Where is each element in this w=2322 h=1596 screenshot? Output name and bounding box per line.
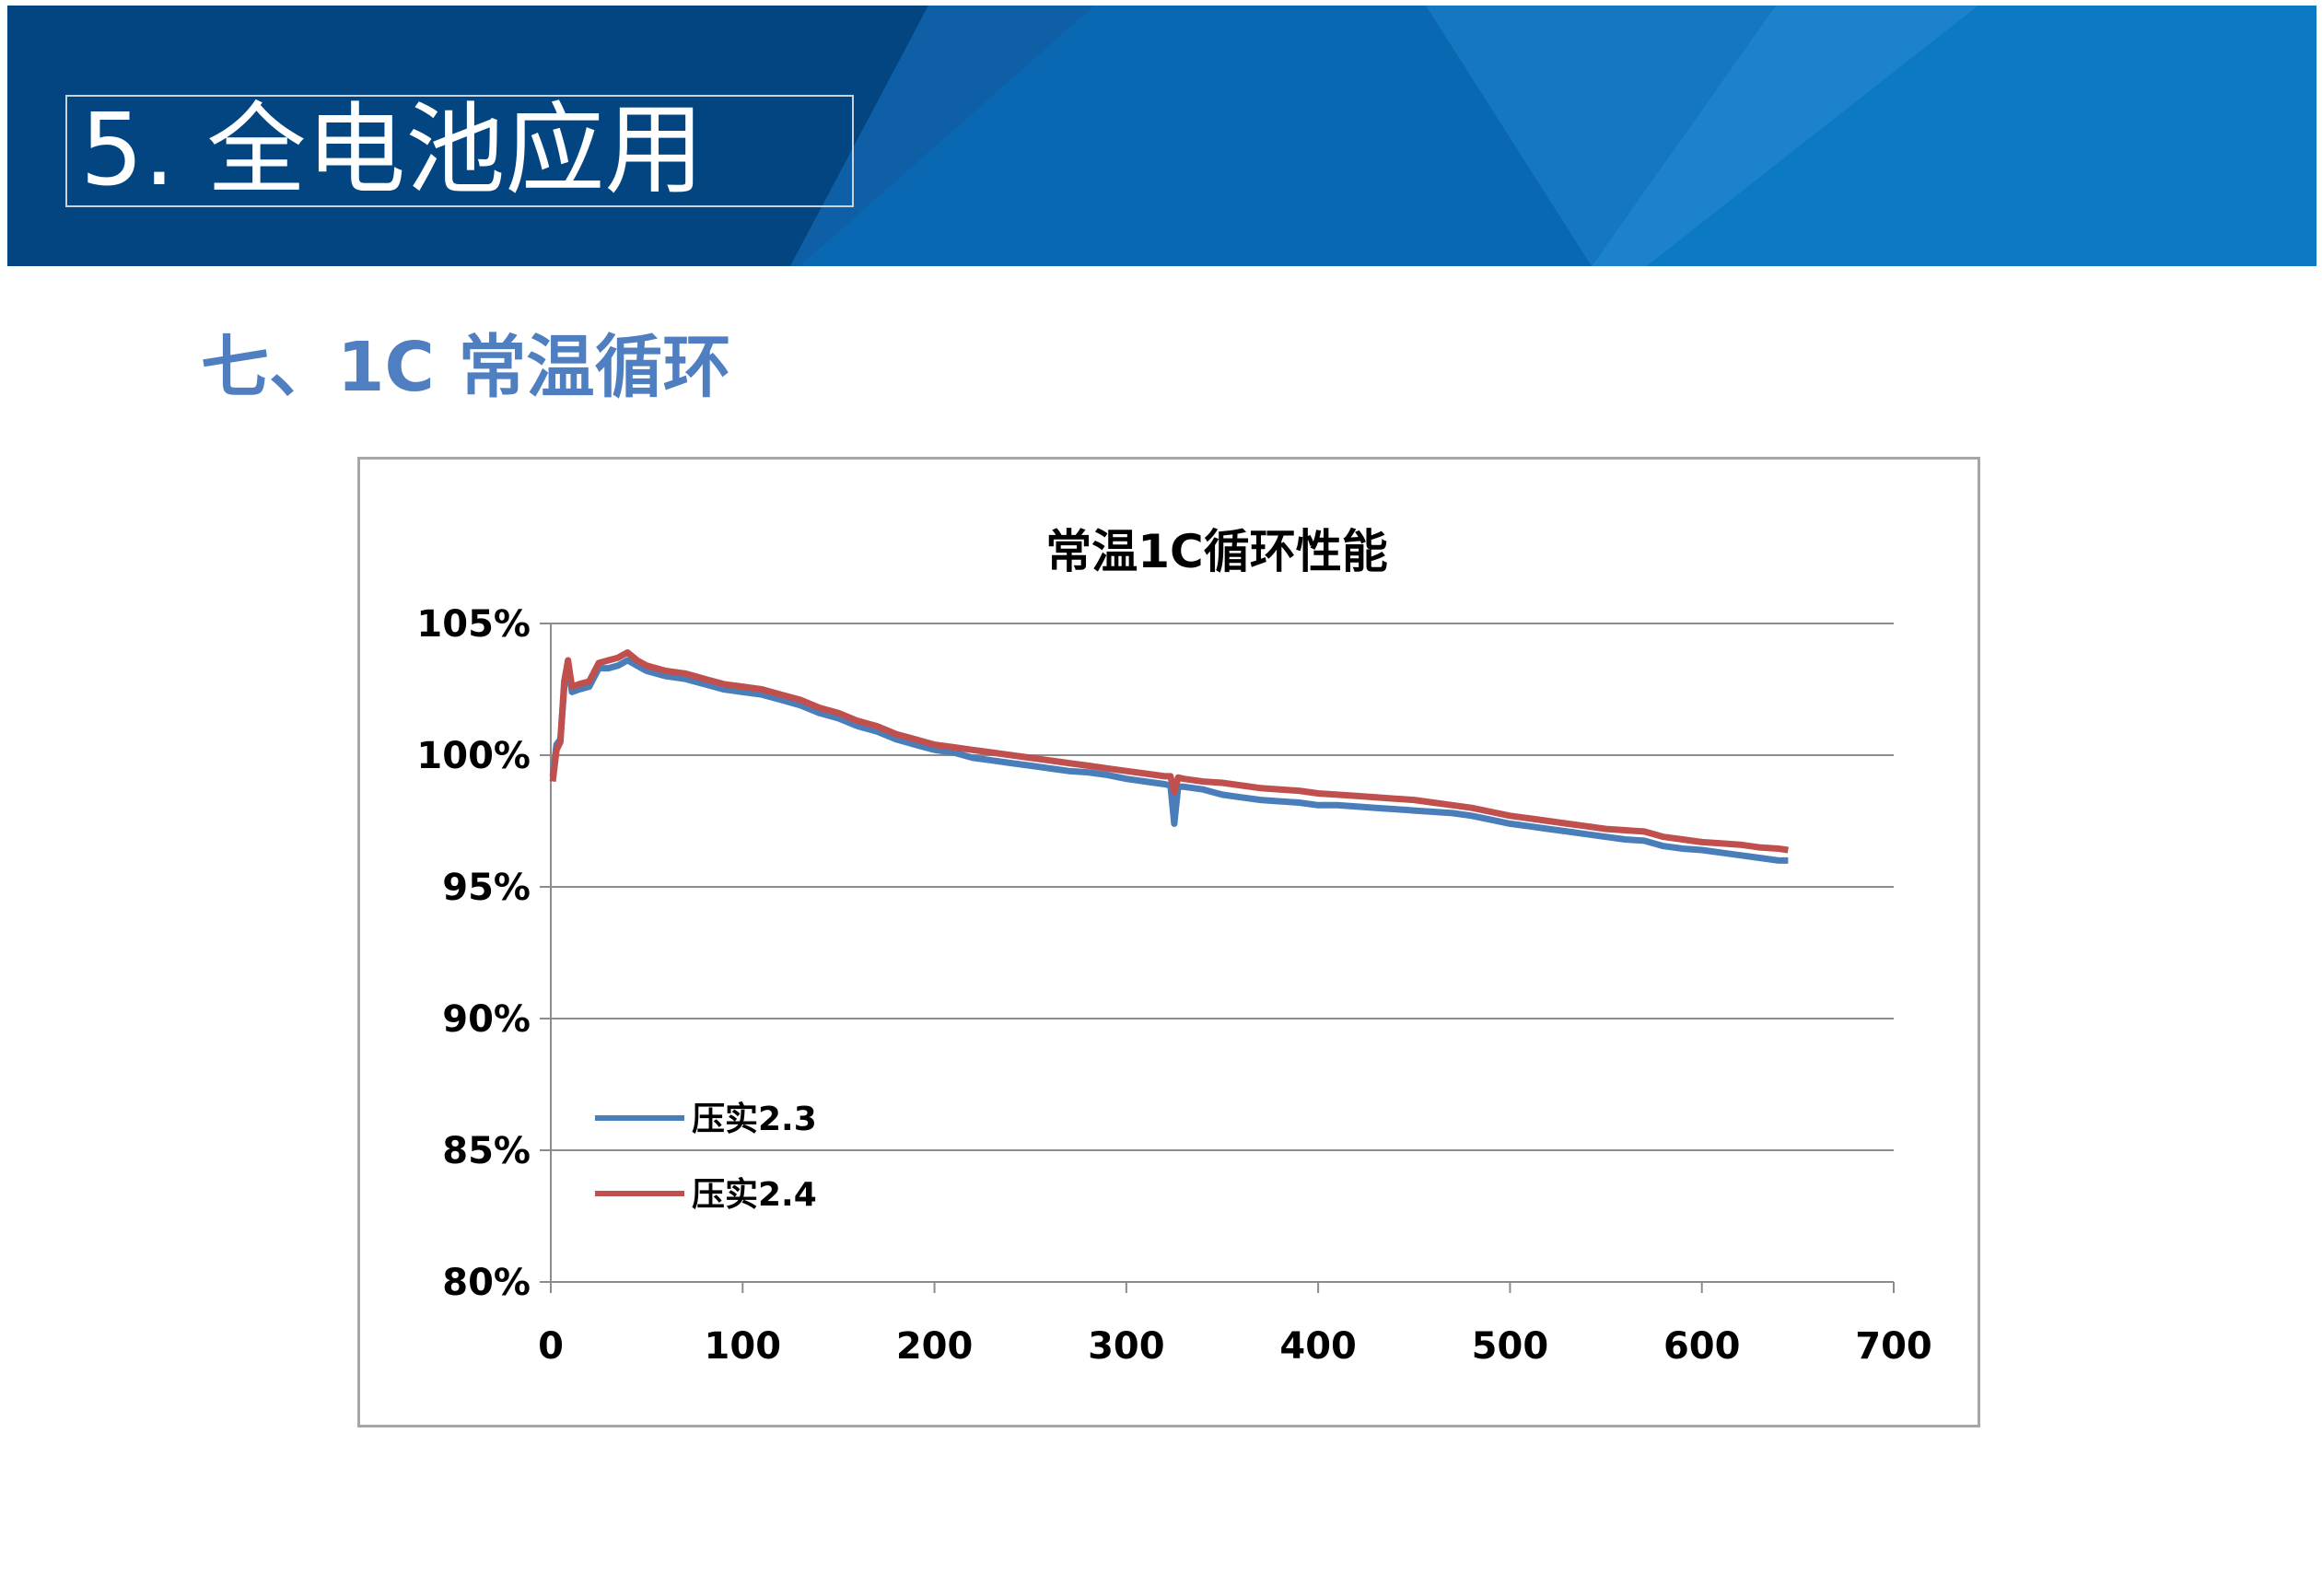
series-line-2 [549, 649, 1789, 854]
y-tick-label: 100% [416, 735, 531, 777]
x-tick-label: 600 [1663, 1325, 1741, 1368]
y-tick-label: 105% [416, 603, 531, 646]
series-line-1 [549, 657, 1789, 864]
cycle-performance-chart: 常温1C循环性能 80% 85% 90% 95% 100% 105% 0 100 200 300… [416, 525, 1932, 1368]
chart-title: 常温1C循环性能 [1045, 525, 1387, 578]
x-tick-label: 500 [1472, 1325, 1549, 1368]
legend-label-1: 压实2.3 [692, 1101, 817, 1138]
banner-light-shape-3 [1647, 6, 2316, 266]
legend: 压实2.3 压实2.4 [595, 1101, 817, 1214]
banner-light-shape-2 [1592, 6, 1978, 266]
y-axis-ticks: 80% 85% 90% 95% 100% 105% [416, 603, 531, 1304]
section-heading: 七、1C 常温循环 [201, 328, 731, 407]
x-tick-label: 300 [1088, 1325, 1165, 1368]
y-tick-label: 85% [442, 1130, 531, 1172]
x-axis-ticks: 0 100 200 300 400 500 600 700 [538, 1325, 1932, 1368]
y-tick-label: 90% [442, 998, 531, 1041]
title-banner [7, 6, 2316, 266]
axes [540, 623, 1895, 1293]
x-tick-label: 400 [1279, 1325, 1357, 1368]
x-tick-label: 200 [896, 1325, 974, 1368]
legend-label-2: 压实2.4 [692, 1176, 817, 1214]
slide-title-text: 5. 全电池应用 [80, 93, 705, 208]
series-lines [549, 649, 1789, 864]
y-tick-label: 80% [442, 1262, 531, 1304]
chart-frame: 常温1C循环性能 80% 85% 90% 95% 100% 105% 0 100 200 300… [357, 457, 1980, 1427]
banner-light-shape-1 [1426, 6, 1776, 266]
banner-mid-shape [790, 6, 1094, 266]
gridlines [551, 623, 1894, 1151]
y-tick-label: 95% [442, 867, 531, 909]
x-tick-label: 0 [538, 1325, 564, 1368]
slide-title: 5. 全电池应用 [65, 95, 854, 207]
x-tick-label: 700 [1855, 1325, 1932, 1368]
banner-dark-shape [7, 6, 928, 266]
x-tick-label: 100 [705, 1325, 782, 1368]
